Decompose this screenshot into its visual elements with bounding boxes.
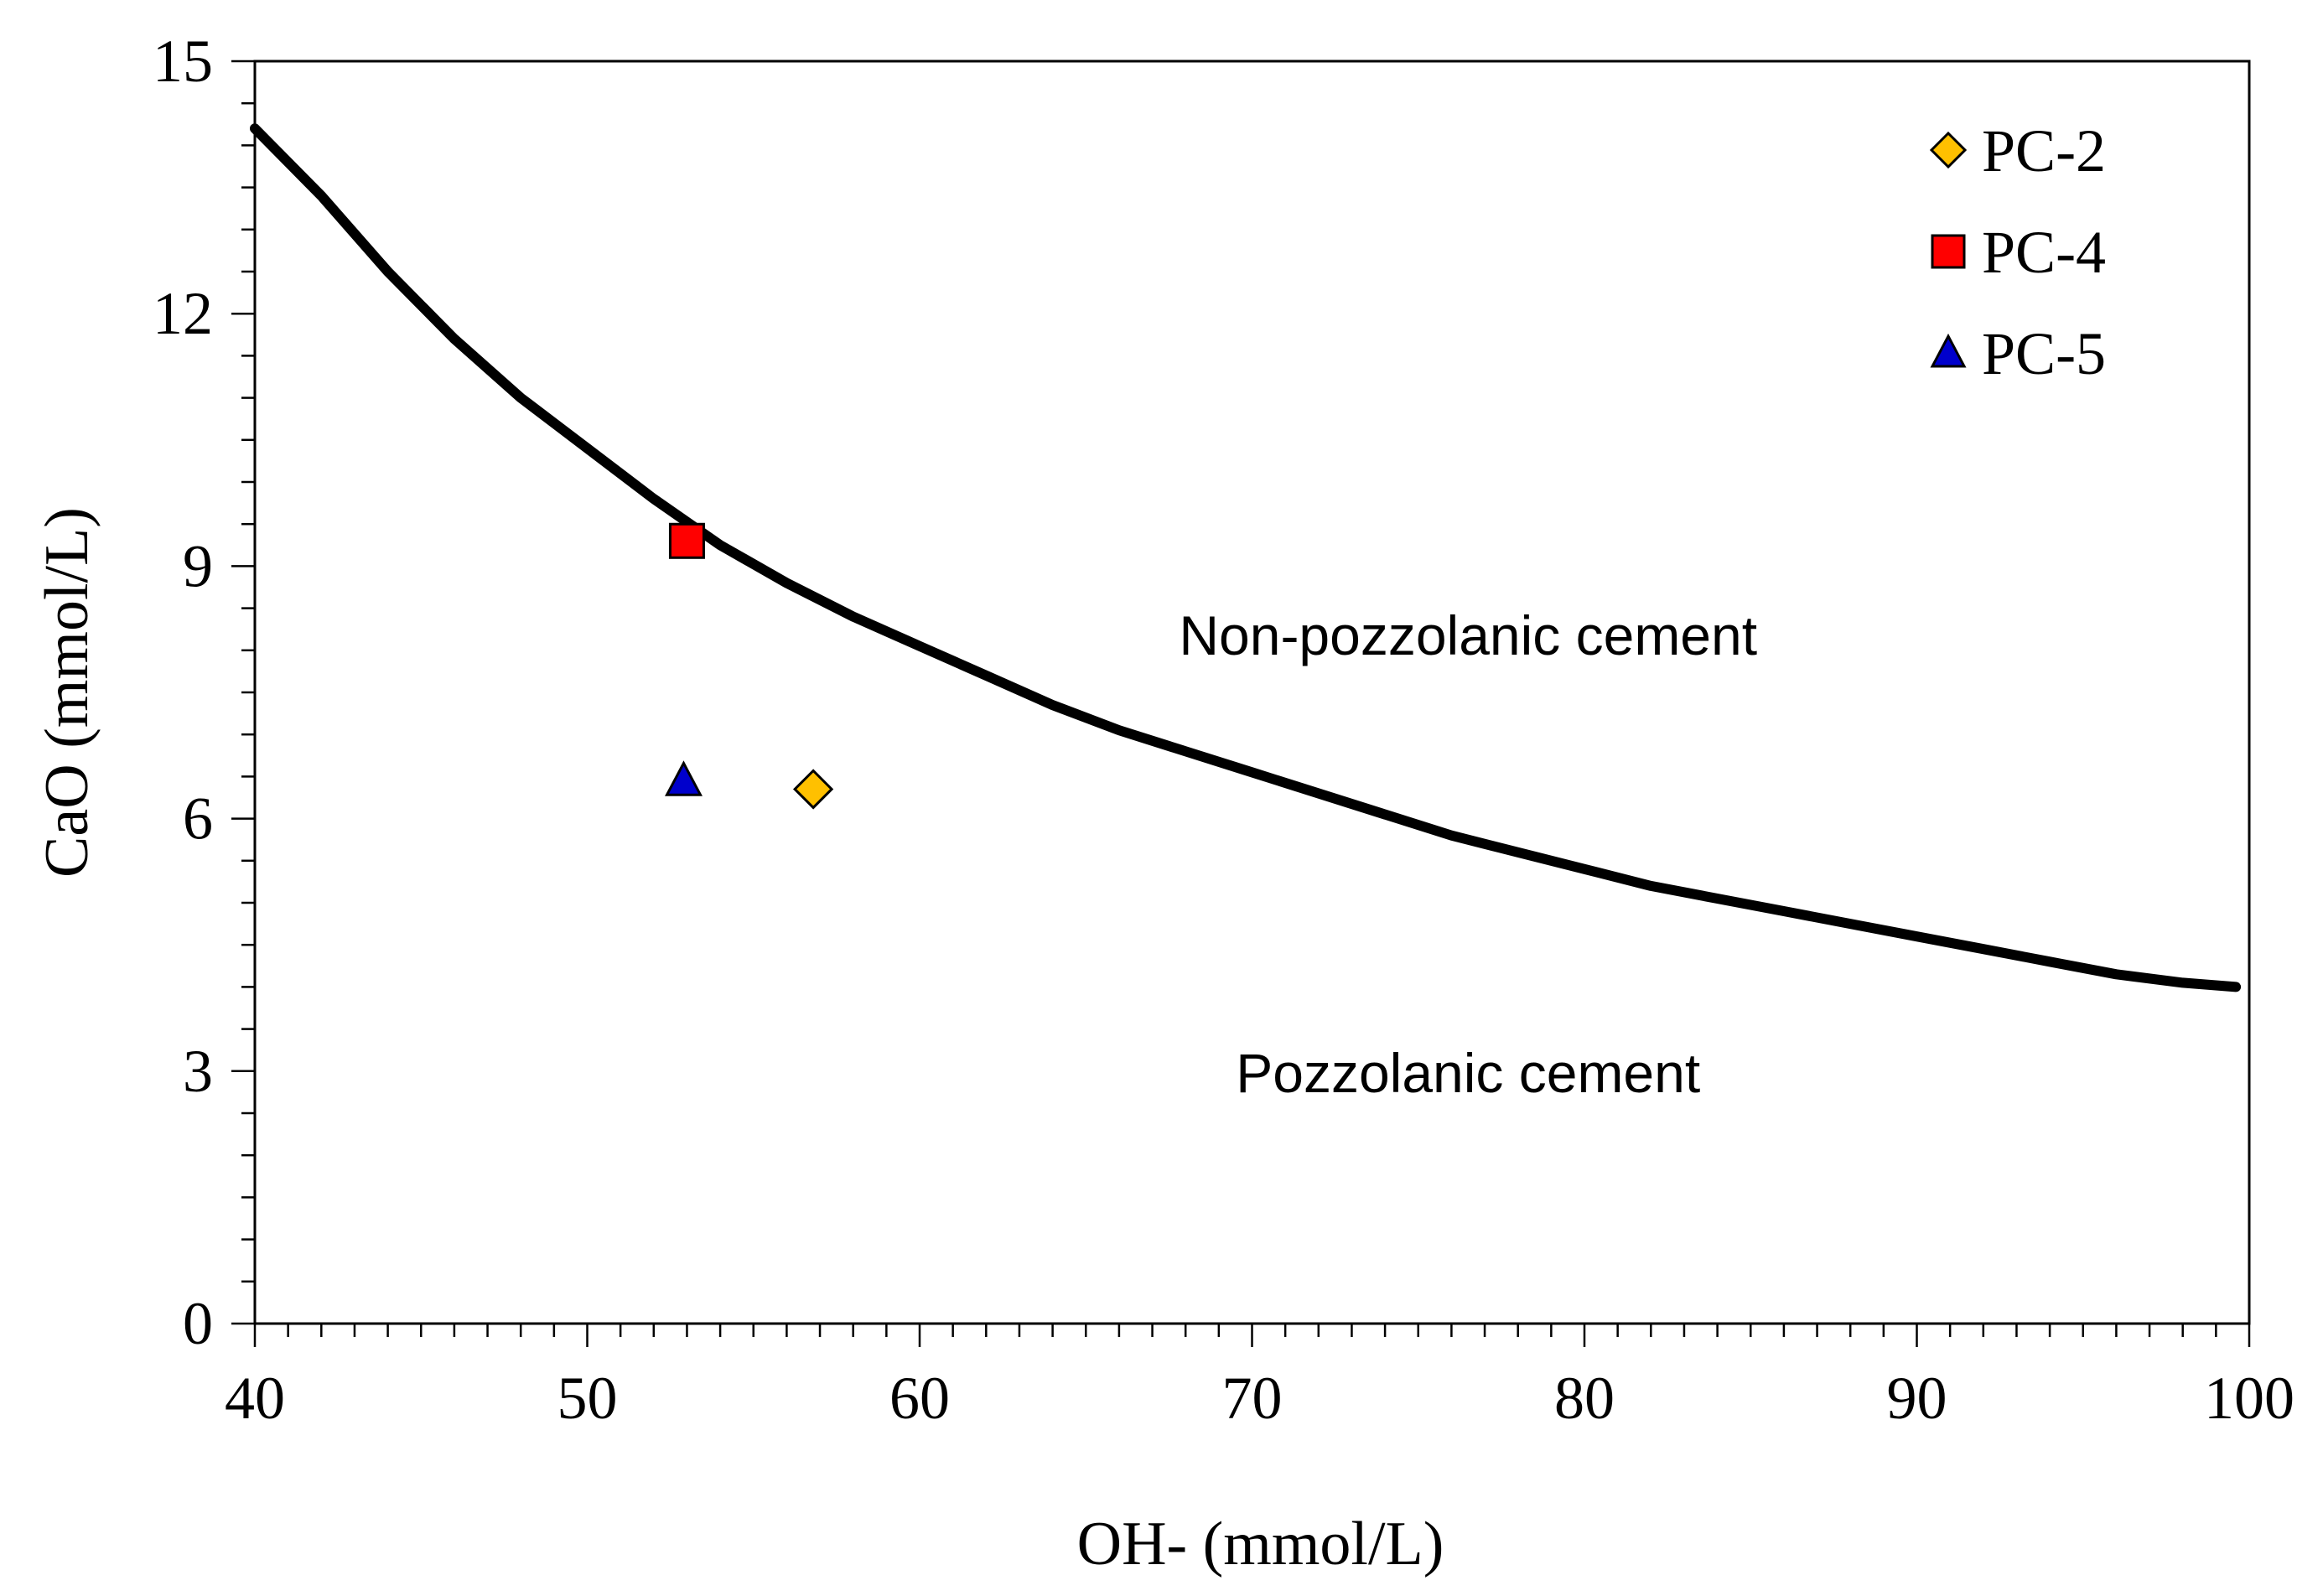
- data-point-pc-5: [664, 760, 703, 796]
- x-tick-label: 40: [225, 1365, 285, 1432]
- legend-label: PC-5: [1982, 320, 2106, 387]
- x-tick-label: 90: [1887, 1365, 1947, 1432]
- x-tick-label: 100: [2204, 1365, 2294, 1432]
- y-tick-label: 15: [153, 28, 213, 95]
- x-tick-label: 70: [1222, 1365, 1283, 1432]
- y-tick-label: 3: [183, 1038, 213, 1105]
- y-tick-label: 6: [183, 785, 213, 852]
- x-tick-label: 80: [1554, 1365, 1615, 1432]
- data-point-pc-4: [668, 522, 705, 559]
- legend-marker-pc-5: [1930, 333, 1967, 368]
- x-tick-label: 50: [557, 1365, 618, 1432]
- boundary-curve: [250, 123, 2242, 992]
- region-annotation: Pozzolanic cement: [1236, 1042, 1700, 1104]
- legend-label: PC-2: [1982, 117, 2106, 184]
- x-tick-label: 60: [889, 1365, 950, 1432]
- legend-marker-pc-2: [1929, 131, 1968, 169]
- x-axis-title: OH- (mmol/L): [1077, 1510, 1444, 1578]
- y-tick-label: 9: [183, 532, 213, 599]
- y-tick-label: 0: [183, 1290, 213, 1357]
- y-axis-title: CaO (mmol/L): [33, 507, 101, 878]
- legend-marker-pc-4: [1931, 234, 1966, 269]
- region-annotation: Non-pozzolanic cement: [1179, 604, 1757, 666]
- y-tick-label: 12: [153, 280, 213, 347]
- data-point-pc-2: [792, 769, 834, 810]
- legend-label: PC-4: [1982, 219, 2106, 286]
